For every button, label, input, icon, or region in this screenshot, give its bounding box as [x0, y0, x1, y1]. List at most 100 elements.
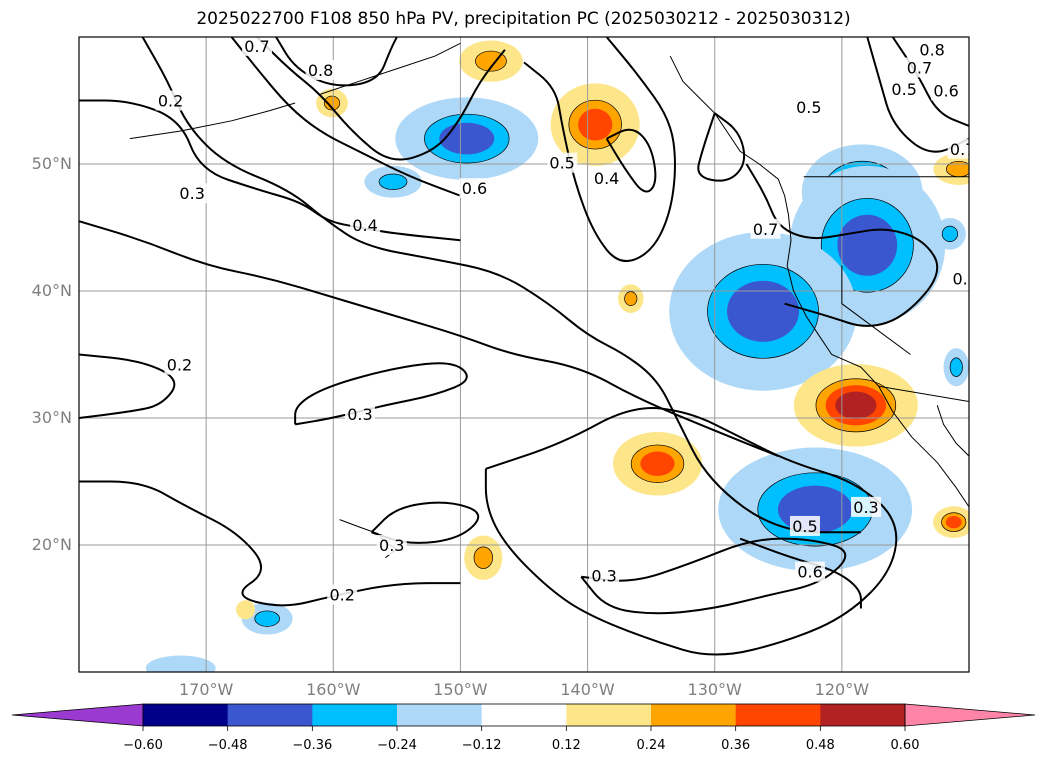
precip-region-pos-19 [933, 506, 969, 539]
contour-label-bg [793, 96, 824, 117]
y-tick-label: 20°N [31, 535, 72, 554]
colorbar-tick-label: 0.48 [805, 738, 835, 753]
precip-region-pos-20 [236, 600, 256, 620]
chart-title: 2025022700 F108 850 hPa PV, precipitatio… [196, 9, 851, 29]
precip-region-neg-10 [934, 217, 966, 250]
contour-label-bg [547, 152, 578, 173]
precip-region-pos-13 [316, 88, 348, 118]
contour-label: 0.7 [753, 220, 778, 239]
precip-level-0.36 [727, 280, 800, 342]
contour-label: 0.3 [952, 269, 977, 288]
precip-level-0.36 [578, 108, 613, 141]
contour-label-bg [917, 39, 948, 60]
contour-label: 0.6 [797, 563, 822, 582]
contour-label: 0.3 [591, 566, 616, 585]
precip-level-0.24 [323, 95, 341, 111]
contour-label-bg [305, 60, 336, 81]
colorbar-segment [312, 704, 398, 726]
pv-contour-line [891, 37, 969, 127]
colorbar-segment [143, 704, 229, 726]
contour-label-bg [789, 515, 820, 536]
precip-region-neg-1 [364, 165, 422, 198]
contour-label: 0.4 [352, 216, 377, 235]
pv-contour-line [141, 37, 861, 534]
contour-label-bg [242, 37, 272, 56]
colorbar-segment [566, 704, 652, 726]
contour-label: 0.3 [853, 498, 878, 517]
colorbar-tick-label: −0.60 [123, 738, 163, 753]
contour-label: 0.6 [462, 179, 487, 198]
colorbar [11, 703, 1036, 731]
colorbar-segment [397, 704, 483, 726]
colorbar-segment [735, 704, 821, 726]
colorbar-tick-label: 0.24 [636, 738, 666, 753]
precip-region-neg-8 [145, 655, 216, 672]
precip-level-0.24 [254, 610, 280, 627]
contour-label-bg [376, 535, 407, 555]
contour-label: 0.5 [891, 80, 916, 99]
precip-region-pos-16 [613, 431, 702, 496]
precip-level-0.36 [439, 122, 495, 155]
pv-contour-line [294, 362, 468, 426]
contour-label: 0.7 [244, 37, 269, 56]
coastline-3 [129, 102, 296, 140]
colorbar-tick-label: −0.24 [377, 738, 417, 753]
precip-level-0.24 [949, 357, 963, 377]
x-tick-label: 170°W [178, 680, 234, 699]
contour-label-bg [851, 496, 882, 517]
contour-label-bg [350, 214, 381, 235]
contour-label-bg [950, 268, 969, 289]
contour-label: 0.5 [796, 98, 821, 117]
x-tick-label: 160°W [306, 680, 361, 699]
contour-label: 0.8 [308, 61, 333, 80]
precip-level-0.24 [473, 546, 493, 569]
pv-contour-line [256, 37, 506, 161]
y-tick-label: 40°N [31, 281, 72, 300]
precip-level-0.36 [640, 451, 675, 476]
precip-level-0.48 [835, 391, 877, 420]
pv-contour-line [484, 407, 898, 656]
colorbar-tick-label: 0.12 [551, 738, 581, 753]
contour-label: 0.2 [329, 586, 354, 605]
contour-label: 0.6 [933, 81, 958, 100]
precip-region-neg-0 [395, 97, 539, 180]
precip-level-0.12 [236, 600, 256, 620]
precip-level-0.36 [837, 214, 898, 276]
colorbar-segment [820, 704, 906, 726]
contour-label-bg [795, 561, 826, 582]
pv-contour-line [697, 112, 746, 182]
contour-label: 0.3 [179, 184, 204, 203]
x-tick-label: 130°W [687, 680, 742, 699]
pv-contour-line [866, 37, 969, 153]
y-tick-label: 50°N [31, 154, 72, 173]
colorbar-segment [481, 704, 567, 726]
pv-contour-line [745, 163, 939, 327]
precip-level-0.24 [941, 225, 959, 242]
contour-label-bg [591, 167, 622, 188]
precip-region-neg-9 [943, 348, 969, 387]
colorbar-tick-label: 0.36 [721, 738, 751, 753]
colorbar-extend-high [904, 703, 1036, 727]
contour-label: 0.5 [792, 517, 817, 536]
precip-region-pos-17 [464, 535, 503, 580]
contour-label: 0.8 [919, 41, 944, 60]
x-tick-label: 140°W [560, 680, 615, 699]
precip-region-neg-4 [669, 231, 857, 391]
precip-region-pos-14 [618, 284, 644, 313]
pv-contour-line [580, 537, 847, 615]
contour-label-bg [164, 354, 195, 375]
coastline-1 [936, 405, 969, 457]
colorbar-segment [651, 704, 737, 726]
coastline-6 [878, 385, 969, 402]
contour-label-bg [327, 584, 358, 605]
pv-contour-line [79, 353, 176, 419]
contour-label-bg [344, 404, 375, 425]
contour-label: 0.7 [907, 58, 932, 77]
contour-label-bg [904, 57, 935, 78]
y-tick-label: 30°N [31, 408, 72, 427]
pv-contour-line [523, 37, 676, 263]
contour-label: 0.3 [379, 536, 404, 555]
precip-region-pos-12 [459, 40, 523, 82]
colorbar-tick-label: −0.12 [461, 738, 502, 753]
colorbar-segment [227, 704, 313, 726]
